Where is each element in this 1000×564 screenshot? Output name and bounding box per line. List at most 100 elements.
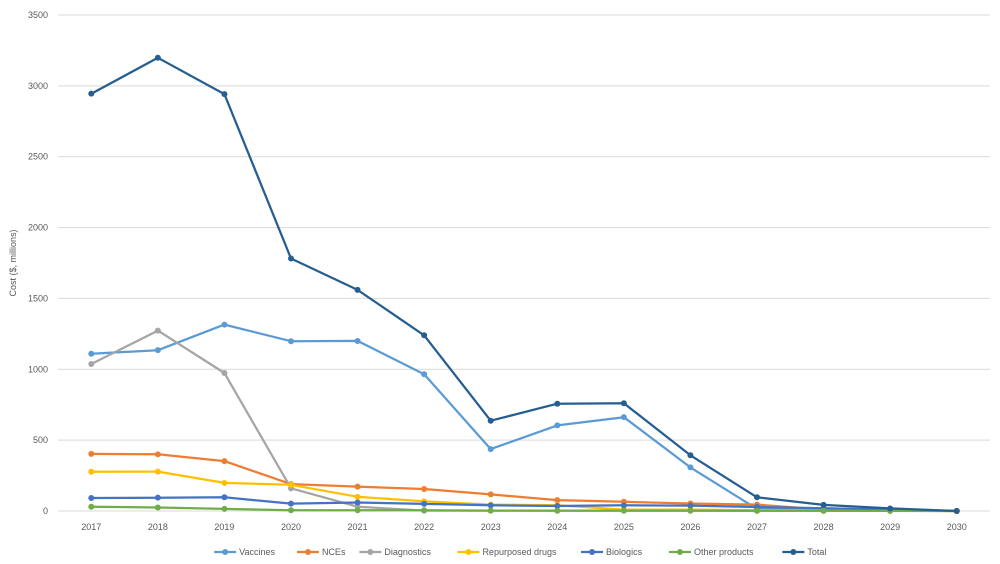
legend-item: Other products (668, 547, 754, 557)
data-point (620, 507, 627, 514)
series-line (90, 329, 957, 513)
data-point (554, 497, 561, 504)
data-point (221, 494, 228, 501)
data-point (687, 507, 694, 514)
legend-label: NCEs (322, 547, 346, 557)
legend-swatch-marker (465, 549, 472, 555)
legend-label: Repurposed drugs (482, 547, 557, 557)
data-point (154, 494, 161, 501)
series-total (88, 54, 960, 514)
legend-swatch-marker (222, 549, 229, 555)
data-point (221, 91, 228, 98)
legend-item: Biologics (581, 547, 643, 557)
data-point (487, 507, 494, 514)
data-point (487, 491, 494, 498)
data-point (288, 481, 294, 488)
data-point (820, 501, 827, 508)
legend-label: Biologics (606, 547, 643, 557)
y-tick-label: 2500 (28, 152, 48, 162)
legend: Vaccines NCEs Diagnostics Repurposed drugs B… (214, 547, 826, 557)
x-tick-label: 2030 (947, 522, 967, 532)
series-lines (88, 54, 960, 514)
data-point (221, 369, 228, 376)
x-tick-label: 2026 (680, 522, 700, 532)
data-point (754, 494, 760, 501)
data-point (820, 507, 827, 514)
data-point (154, 451, 161, 458)
data-point (754, 507, 760, 514)
data-point (620, 502, 627, 509)
data-point (221, 479, 228, 486)
series-line (90, 56, 957, 513)
legend-swatch-marker (790, 549, 797, 555)
y-tick-label: 500 (33, 435, 48, 445)
legend-item: NCEs (296, 547, 346, 557)
x-tick-label: 2018 (148, 522, 168, 532)
data-point (288, 255, 294, 262)
data-point (687, 464, 694, 471)
legend-item: Total (782, 547, 826, 557)
data-point (421, 486, 428, 493)
data-point (487, 502, 494, 509)
x-tick-label: 2017 (81, 522, 101, 532)
data-point (421, 500, 428, 507)
data-point (887, 505, 894, 512)
x-tick-label: 2025 (614, 522, 634, 532)
data-point (88, 350, 95, 357)
x-tick-label: 2029 (880, 522, 900, 532)
legend-swatch-marker (676, 549, 683, 555)
data-point (554, 422, 561, 429)
legend-item: Diagnostics (359, 547, 431, 557)
data-point (154, 468, 161, 475)
data-point (421, 332, 428, 339)
legend-swatch-marker (367, 549, 374, 555)
data-point (88, 361, 95, 368)
legend-label: Total (807, 547, 826, 557)
data-point (554, 400, 561, 407)
data-point (221, 458, 228, 465)
data-point (487, 446, 494, 453)
data-point (288, 507, 294, 514)
data-point (620, 400, 627, 407)
data-point (88, 494, 95, 501)
y-tick-label: 1000 (28, 364, 48, 374)
y-tick-label: 0 (43, 506, 48, 516)
data-point (421, 507, 428, 514)
x-axis-ticks: 2017 2018 2019 2020 2021 2022 2023 2024 2025 2026… (81, 522, 966, 532)
data-point (354, 507, 361, 514)
data-point (88, 503, 95, 510)
x-tick-label: 2028 (814, 522, 834, 532)
data-point (221, 505, 228, 512)
data-point (154, 54, 161, 61)
legend-swatch-marker (589, 549, 596, 555)
legend-label: Vaccines (239, 547, 275, 557)
data-point (687, 452, 694, 459)
series-line (91, 505, 957, 513)
data-point (354, 493, 361, 500)
legend-label: Other products (694, 547, 754, 557)
y-tick-label: 3000 (28, 81, 48, 91)
legend-swatch-marker (304, 549, 311, 555)
data-point (88, 90, 95, 97)
data-point (354, 483, 361, 490)
x-tick-label: 2027 (747, 522, 767, 532)
series-other-products (88, 503, 960, 514)
y-axis-title: Cost ($, millions) (8, 229, 18, 296)
legend-label: Diagnostics (384, 547, 431, 557)
data-point (354, 286, 361, 293)
data-point (487, 417, 494, 424)
data-point (154, 504, 161, 511)
y-axis-ticks: 0 500 1000 1500 2000 2500 3000 3500 (28, 10, 48, 516)
data-point (154, 327, 161, 334)
gridlines (58, 14, 990, 512)
y-tick-label: 2000 (28, 223, 48, 233)
x-tick-label: 2023 (481, 522, 501, 532)
data-point (88, 450, 95, 457)
x-tick-label: 2020 (281, 522, 301, 532)
x-tick-label: 2019 (214, 522, 234, 532)
legend-item: Vaccines (214, 547, 276, 557)
x-tick-label: 2024 (547, 522, 567, 532)
data-point (354, 499, 361, 506)
data-point (88, 468, 95, 475)
